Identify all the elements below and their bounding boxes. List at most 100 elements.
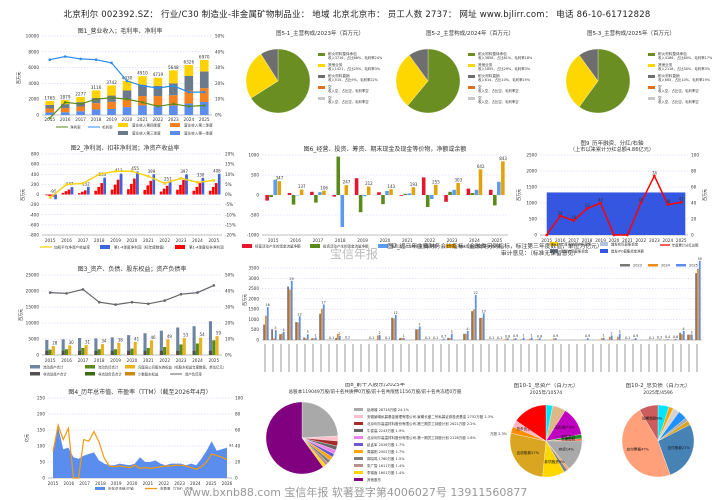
legend-label: 张广智 1611万股 1.4% [367, 463, 405, 468]
bar-net-profit [103, 177, 106, 195]
legend-swatch [30, 372, 40, 376]
bar-deducted [146, 185, 150, 195]
legend-label: 赵孟军 2026万股 1.7% [367, 442, 405, 447]
y2-tick-label: -20% [225, 233, 236, 238]
y-tick-label: 4000 [28, 81, 39, 86]
chart-title: 图7_近三年主要财务会计指标（金融类另列指标，标注第三年度数值，单位为亿元） [387, 242, 602, 250]
bar-2025 [338, 335, 341, 340]
bar-deducted [198, 183, 202, 195]
value-label: 3 [307, 330, 309, 334]
bar-经营活动产生的现金流量净额 [332, 195, 337, 197]
bar-2025 [314, 337, 317, 340]
y-tick-label: 8000 [28, 49, 39, 54]
x-tick-label: 2017 [568, 238, 579, 243]
bar-营业收入第三季度 [184, 75, 194, 91]
bar-营业收入第三季度 [138, 84, 147, 97]
bar-2023 [287, 286, 289, 340]
y-tick-label: -500 [249, 213, 259, 218]
bar-deducted [159, 191, 163, 195]
bar-营业收入第二季度 [153, 96, 163, 107]
total-label: 1765 [44, 96, 55, 101]
legend-label: 周馨阳 2002万股 1.7% [367, 449, 405, 454]
bar-2023 [679, 332, 681, 340]
point-净利率 [63, 101, 67, 104]
y2-tick-label: 60 [691, 185, 697, 190]
value-label: 28 [52, 341, 58, 346]
pie-slice [407, 48, 461, 114]
value-label: 7 [419, 322, 421, 326]
roe-point [81, 181, 85, 185]
x-tick-label-vertical [488, 344, 490, 372]
bar-deducted [214, 183, 218, 195]
y-tick-label: 1500 [248, 307, 259, 312]
bar-2023 [303, 337, 305, 340]
bar-2025 [282, 331, 285, 340]
chart-title: 图4_历年总市值、市盈率（TTM）（截至2026年4月） [68, 388, 211, 396]
value-label: 31 [85, 340, 91, 345]
x-tick-label-vertical [640, 344, 642, 372]
bar-deducted [48, 194, 51, 197]
bar-营业收入第四季度 [107, 85, 116, 96]
y2-tick-label: 10% [225, 172, 234, 177]
total-label: 3742 [106, 80, 117, 85]
legend-swatch [125, 365, 135, 369]
bar-营业收入第三季度 [169, 83, 178, 96]
bar-deducted [182, 180, 185, 195]
pie-slice [245, 53, 279, 99]
bar-流动资产合计 [127, 335, 131, 355]
y-axis-label: 亿元 [23, 434, 29, 442]
bar-2024 [521, 339, 523, 340]
legend-label: 赵继增 28718万股 24.1% [367, 407, 410, 412]
bar-deducted [162, 188, 166, 195]
value-label: 0.6 [673, 335, 678, 339]
legend-label: 年度可转债实际募集 [561, 242, 592, 247]
bar-2024 [673, 339, 675, 340]
value-label: 0.8 [537, 334, 542, 338]
bar-筹资活动产生的现金流量净额 [497, 181, 501, 195]
value-label: 0.9 [513, 334, 518, 338]
bar-营业收入第一季度 [107, 108, 116, 115]
bar-2025 [618, 333, 621, 340]
legend-detail: 收入3856，占比61%，毛利率18% [478, 55, 533, 60]
legend-label: 郭晓鸣 1760万股 1.5% [367, 456, 405, 461]
bar-营业收入第二季度 [60, 108, 70, 113]
y2-axis-label: 百万元 [702, 189, 707, 201]
roe-point [97, 172, 101, 176]
slice-label: 长期股权 [561, 436, 576, 441]
bar-noncurrent-assets [176, 350, 180, 355]
bar-2024 [697, 268, 699, 340]
chart-title: 图5-2_主营构成/2024年（百万元） [426, 29, 514, 37]
legend-detail: 收入2118，占比30%，毛利率3% [658, 66, 711, 71]
x-tick-label: 2024 [192, 358, 203, 363]
value-label: 22 [473, 291, 477, 295]
legend-label: 2024 [661, 264, 671, 268]
legend-label: 增发实际募集资金 [611, 242, 639, 247]
legend-swatch [354, 422, 363, 425]
bar-deducted [81, 191, 84, 195]
bar-期末现金及现金等价物余额 [501, 161, 505, 195]
legend-detail: 收入1855，占比29%，毛利率3% [478, 66, 531, 71]
y2-tick-label: 20% [225, 321, 234, 326]
y-tick-label: 6000 [28, 65, 39, 70]
bar-经营活动产生的现金流量净额 [377, 192, 381, 195]
bar-流动资产合计 [143, 333, 147, 355]
value-label: 330 [197, 172, 205, 177]
value-label: 0.9 [553, 334, 558, 338]
x-tick-label-vertical [432, 344, 434, 372]
legend-label: 历年总市值/左轴 [108, 486, 134, 490]
x-tick-label-vertical [360, 344, 362, 372]
value-label: 54 [200, 332, 206, 337]
legend-swatch [30, 365, 40, 369]
bar-2025 [482, 313, 485, 340]
pie-slice [516, 404, 547, 442]
legend-detail: 收入510，占比9%，毛利率22% [328, 77, 379, 82]
y2-tick-label: 30% [215, 65, 224, 70]
x-tick-label-vertical [608, 344, 610, 372]
bar-经营活动产生的现金流量净额 [466, 188, 471, 195]
end-value-label: 91 [229, 443, 234, 448]
bar-2023 [335, 337, 337, 340]
debt-ratio-point [130, 300, 134, 304]
bar-2024 [665, 339, 667, 340]
legend-label: 北京利尔高温材料股份有限公司-第三期员工持股计划 2621万股 2.2% [367, 421, 476, 426]
legend-swatch [600, 249, 608, 253]
